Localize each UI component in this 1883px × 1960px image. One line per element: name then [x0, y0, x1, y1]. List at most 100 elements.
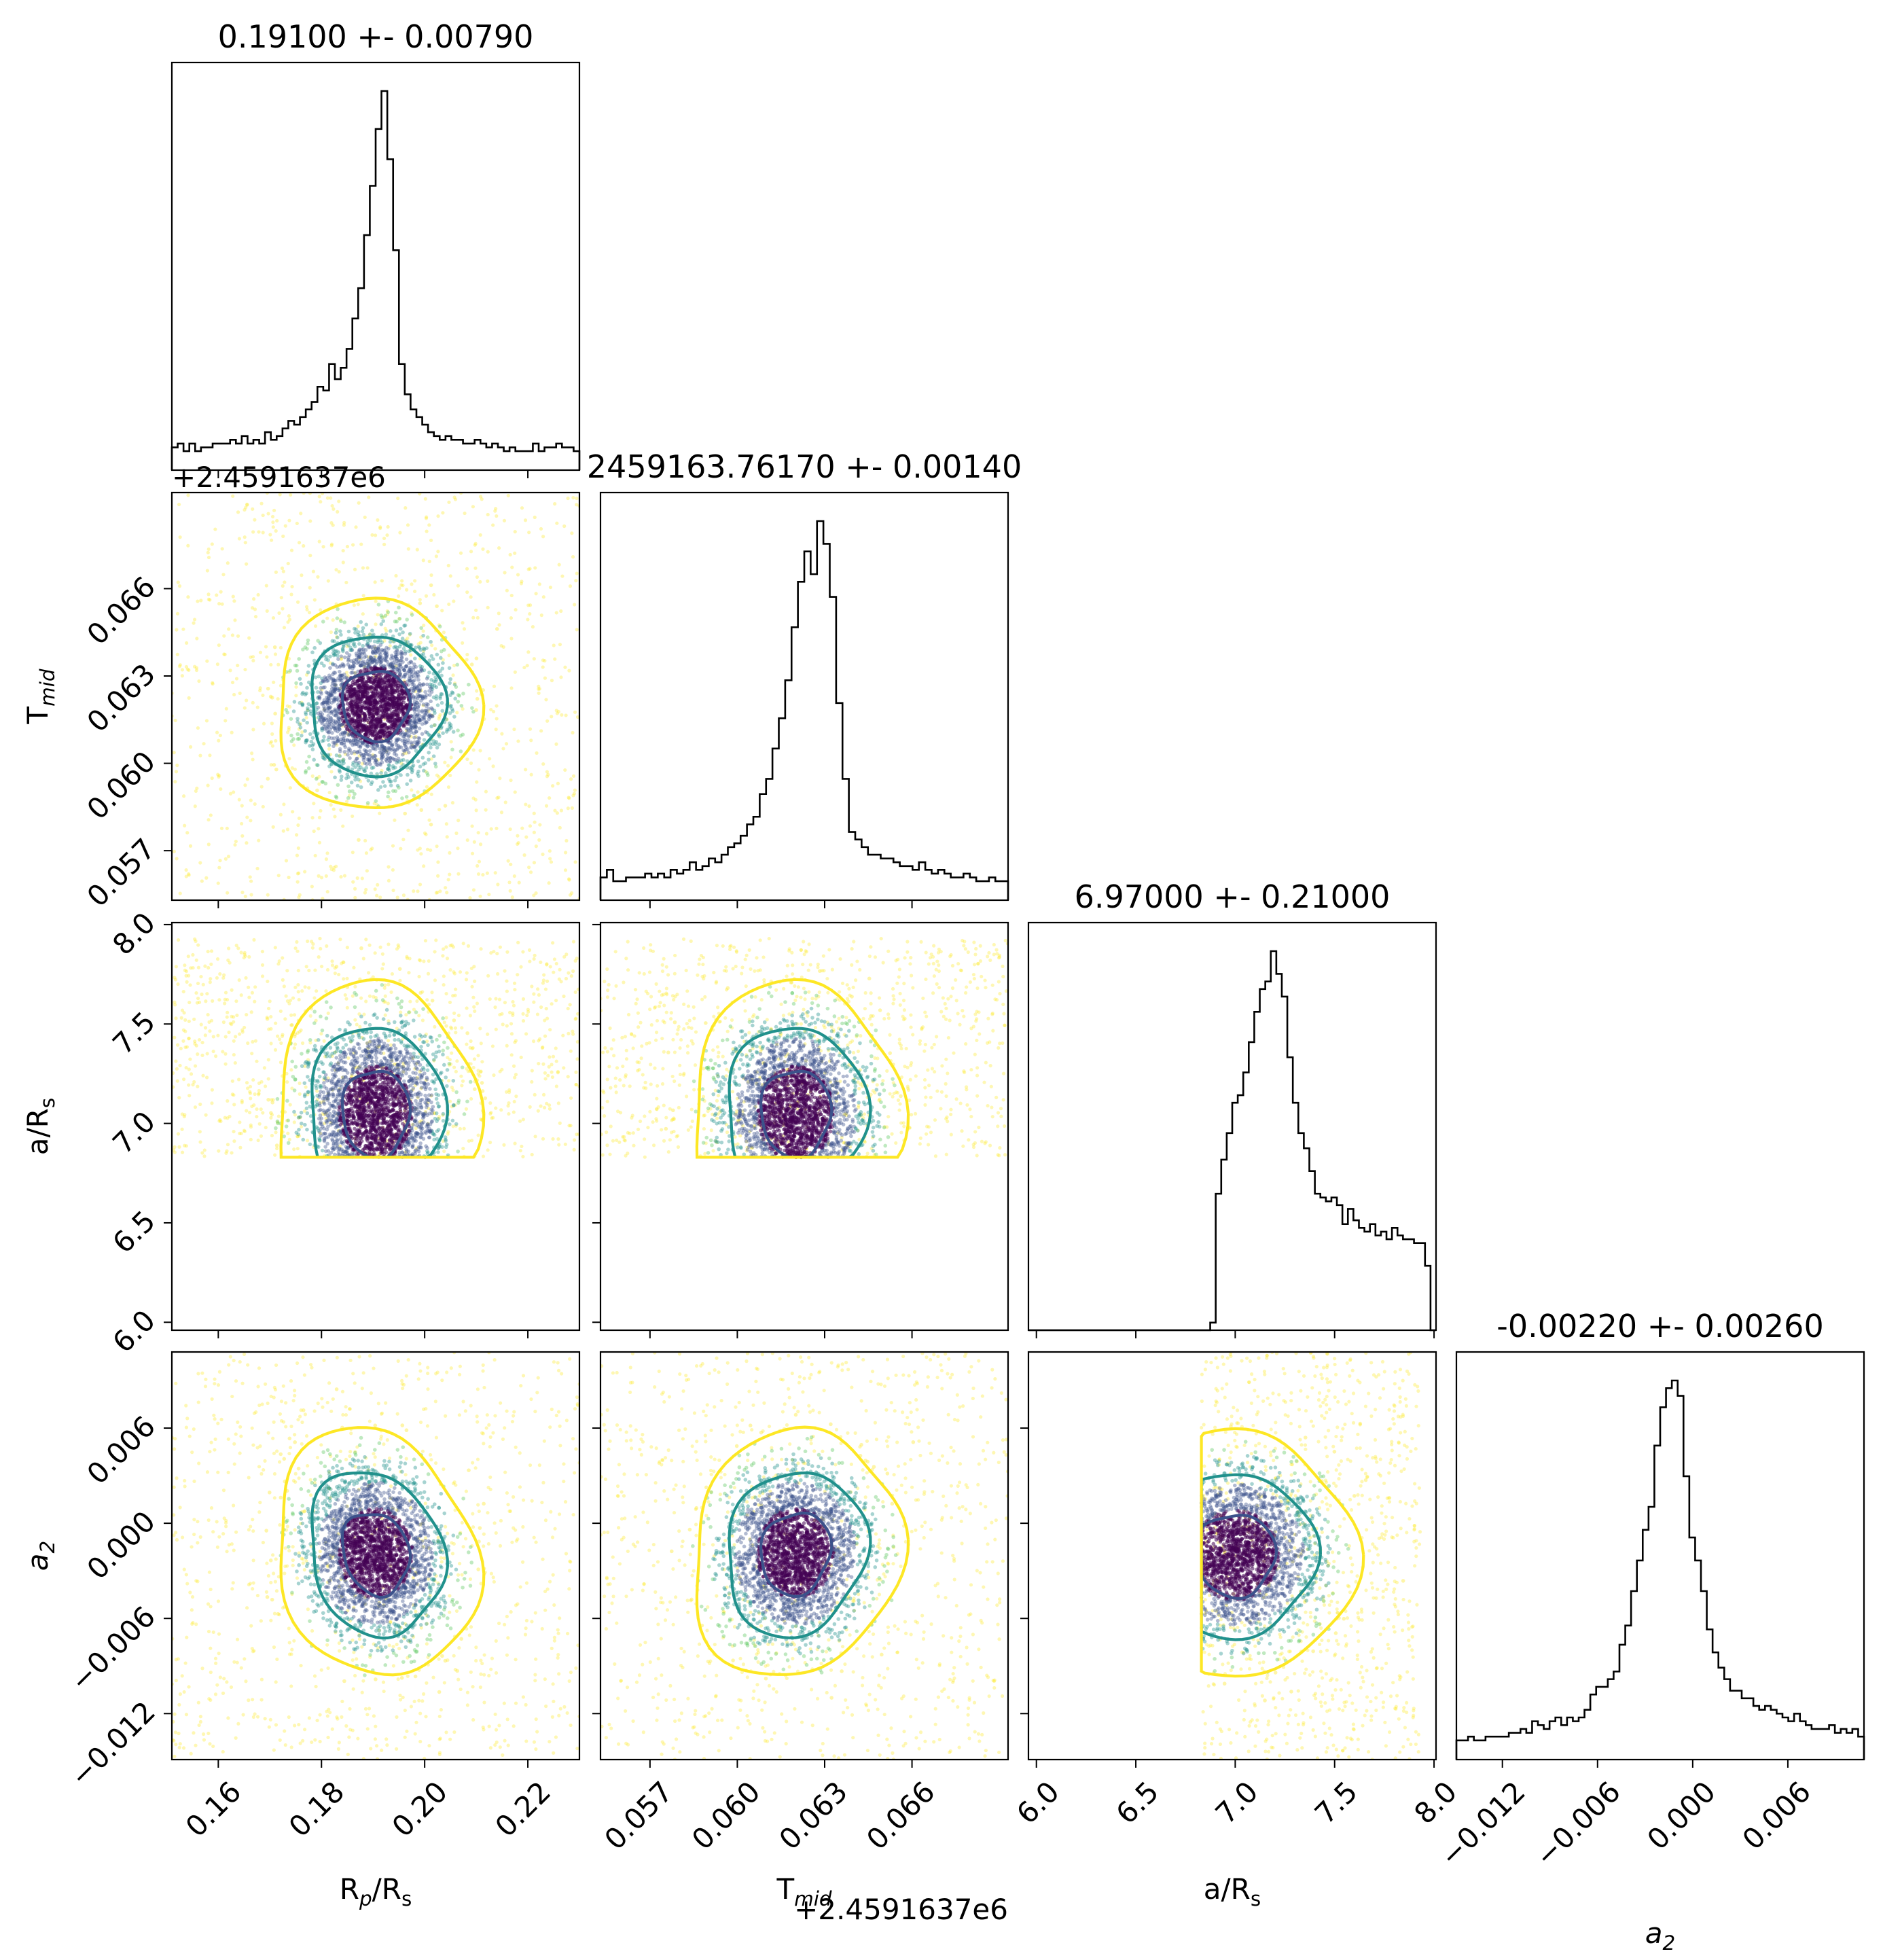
scatter-point — [353, 695, 357, 700]
scatter-point — [468, 1046, 472, 1050]
scatter-point — [318, 713, 323, 717]
scatter-point — [569, 974, 573, 978]
scatter-point — [316, 639, 320, 643]
scatter-point — [192, 618, 197, 622]
scatter-point — [450, 1027, 454, 1031]
scatter-point — [440, 700, 444, 705]
scatter-point — [386, 717, 390, 722]
scatter-point — [270, 721, 274, 726]
scatter-point — [421, 652, 426, 656]
scatter-point — [243, 1129, 247, 1133]
scatter-point — [232, 1093, 236, 1097]
scatter-point — [269, 740, 274, 744]
scatter-point — [338, 674, 342, 678]
scatter-point — [395, 648, 399, 652]
scatter-point — [232, 1039, 236, 1043]
scatter-point — [372, 632, 376, 637]
scatter-point — [391, 1054, 395, 1059]
scatter-point — [426, 1101, 430, 1105]
scatter-point — [370, 1056, 374, 1060]
scatter-point — [420, 755, 425, 760]
scatter-point — [451, 1103, 456, 1107]
scatter-point — [400, 579, 404, 583]
scatter-point — [351, 1067, 355, 1071]
scatter-point — [434, 938, 438, 942]
scatter-point — [330, 959, 334, 963]
scatter-point — [336, 722, 340, 727]
scatter-point — [295, 1031, 300, 1035]
scatter-point — [427, 750, 431, 755]
scatter-point — [181, 1039, 185, 1043]
scatter-point — [335, 711, 340, 716]
scatter-point — [307, 968, 311, 973]
scatter-point — [191, 1083, 195, 1087]
scatter-point — [392, 1033, 397, 1037]
scatter-point — [330, 1104, 334, 1108]
scatter-point — [327, 709, 331, 714]
scatter-point — [413, 724, 418, 728]
scatter-point — [250, 1052, 254, 1056]
scatter-point — [406, 717, 410, 721]
scatter-point — [344, 580, 348, 585]
scatter-point — [419, 808, 424, 813]
scatter-point — [344, 675, 348, 679]
scatter-point — [551, 941, 555, 945]
scatter-point — [328, 661, 333, 665]
scatter-point — [355, 876, 359, 880]
scatter-point — [364, 938, 368, 942]
scatter-point — [215, 957, 220, 961]
scatter-point — [398, 978, 402, 982]
scatter-point — [272, 645, 277, 649]
scatter-point — [501, 1022, 505, 1027]
scatter-point — [266, 979, 270, 984]
scatter-point — [318, 1122, 323, 1126]
scatter-point — [572, 791, 577, 796]
scatter-point — [425, 730, 429, 735]
scatter-point — [423, 1052, 427, 1056]
scatter-point — [295, 521, 299, 526]
scatter-point — [403, 1024, 407, 1028]
scatter-point — [317, 1138, 322, 1142]
scatter-point — [330, 1088, 335, 1092]
scatter-point — [352, 641, 357, 646]
scatter-point — [401, 748, 406, 753]
scatter-point — [420, 732, 425, 736]
scatter-point — [429, 654, 434, 658]
scatter-point — [338, 673, 342, 677]
scatter-point — [497, 997, 502, 1001]
scatter-point — [495, 952, 499, 956]
scatter-point — [234, 999, 238, 1003]
scatter-point — [387, 698, 392, 702]
scatter-point — [326, 724, 330, 728]
scatter-point — [332, 689, 337, 693]
scatter-point — [378, 811, 382, 815]
scatter-point — [218, 859, 222, 863]
scatter-point — [349, 684, 354, 688]
scatter-point — [562, 524, 567, 529]
scatter-point — [541, 852, 545, 857]
scatter-point — [310, 885, 314, 889]
scatter-point — [176, 580, 180, 584]
scatter-point — [376, 646, 380, 651]
scatter-point — [365, 803, 370, 807]
scatter-point — [361, 643, 365, 648]
scatter-point — [386, 691, 390, 695]
scatter-point — [288, 1103, 292, 1107]
scatter-point — [326, 1089, 330, 1094]
scatter-point — [259, 785, 264, 789]
scatter-point — [505, 979, 509, 983]
scatter-point — [542, 973, 546, 977]
scatter-point — [297, 1116, 301, 1120]
scatter-point — [380, 760, 384, 765]
scatter-point — [351, 543, 355, 547]
scatter-point — [174, 1016, 178, 1020]
scatter-point — [308, 1014, 312, 1018]
scatter-point — [416, 889, 420, 893]
scatter-point — [409, 1089, 414, 1093]
scatter-point — [295, 949, 300, 953]
scatter-point — [253, 615, 258, 619]
scatter-point — [294, 663, 299, 668]
scatter-point — [395, 738, 399, 743]
scatter-point — [508, 552, 512, 557]
scatter-point — [336, 1089, 341, 1093]
